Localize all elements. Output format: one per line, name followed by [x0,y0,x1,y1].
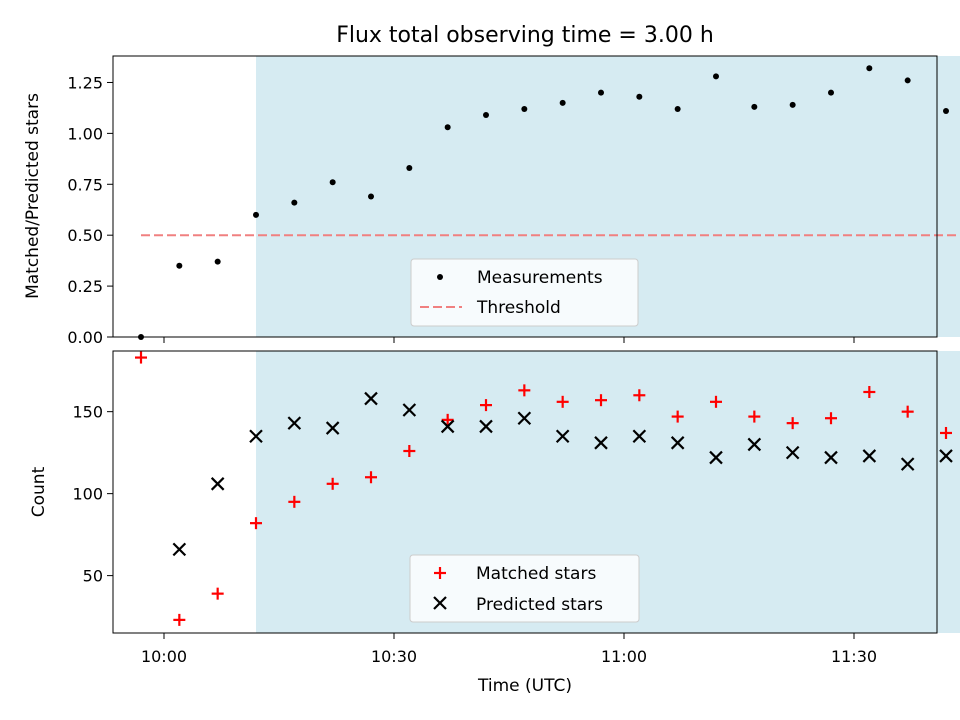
predicted-stars-point [632,429,647,444]
bottom-y-tick-label: 50 [83,567,103,586]
predicted-stars-point [862,449,877,463]
measurement-point [329,179,336,186]
measurement-point [598,89,604,96]
top-y-tick-label: 1.25 [67,73,103,92]
measurement-point [789,101,796,108]
chart-title: Flux total observing time = 3.00 h [336,23,714,48]
matched-stars-point [441,413,454,426]
predicted-stars-point [210,477,225,491]
predicted-stars-point [939,449,953,463]
predicted-stars-point [747,437,762,452]
predicted-stars-point [785,445,800,460]
top-panel: 0.00 0.25 0.50 0.75 1.00 1.25 Matched/Predict… [23,55,960,347]
matched-stars-point [671,410,684,423]
top-y-axis-label: Matched/Predicted stars [23,93,43,299]
x-tick-label: 11:00 [601,647,647,666]
matched-stars-point [863,385,876,398]
legend-marker-matched-stars [434,567,446,579]
matched-stars-point [211,587,224,600]
measurement-point [214,258,221,265]
predicted-stars-point [670,436,685,450]
matched-stars-point [403,445,416,458]
x-tick-label: 10:30 [371,647,417,666]
top-axes-frame [112,55,938,338]
predicted-stars-point [249,429,263,444]
matched-stars-point [710,395,722,408]
predicted-stars-point [900,457,915,471]
legend-marker-measurements [437,274,443,280]
predicted-stars-point [364,391,378,406]
matched-stars-point [825,412,837,425]
x-tick-label: 11:30 [831,647,877,666]
matched-stars-point [173,613,186,626]
top-y-tick-label: 0.25 [67,277,103,296]
measurement-point [368,193,374,200]
predicted-stars-point [172,542,187,557]
top-legend: Measurements Threshold [410,258,639,327]
legend-label-measurements: Measurements [477,268,603,288]
legend-label-predicted-stars: Predicted stars [476,595,603,615]
matched-stars-point [901,405,914,418]
measurement-point [943,107,949,114]
measurement-point [444,124,451,131]
top-y-tick-label: 0.75 [67,175,103,194]
predicted-stars-point [824,450,838,465]
matched-stars-point [250,517,262,530]
measurement-point [636,93,643,100]
legend-marker-predicted-stars [433,596,447,610]
x-tick-label: 10:00 [141,647,187,666]
measurement-point [904,77,911,84]
top-y-tick-label: 1.00 [67,124,103,143]
matched-stars-point [633,389,646,402]
measurement-point [483,112,489,119]
predicted-stars-point [440,419,455,434]
bottom-y-tick-label: 100 [72,485,103,504]
measurement-point [674,105,681,112]
predicted-stars-point [517,411,532,425]
matched-stars-point [518,384,531,397]
legend-label-matched-stars: Matched stars [476,564,596,584]
predicted-stars-point [709,450,723,465]
measurement-point [828,89,834,96]
measurement-point [559,99,566,106]
bottom-legend: Matched stars Predicted stars [409,554,640,623]
bottom-y-tick-label: 150 [72,403,103,422]
matched-stars-point [365,471,377,484]
matched-stars-point [135,351,147,364]
top-y-tick-label: 0.00 [67,328,103,347]
predicted-stars-point [402,403,417,417]
predicted-stars-point [325,421,340,435]
matched-stars-point [480,399,492,412]
measurement-point [253,211,259,218]
measurement-point [751,103,758,110]
predicted-stars-point [287,416,302,430]
matched-stars-point [326,477,339,490]
matched-stars-point [595,394,607,407]
measurement-point [521,105,528,112]
matched-stars-point [556,395,569,408]
measurement-point [406,164,413,171]
predicted-stars-point [555,429,570,444]
bottom-y-axis-label: Count [29,466,49,517]
bottom-axes-frame [112,350,938,634]
predicted-stars-point [594,436,608,450]
measurement-point [713,73,719,80]
matched-stars-point [940,426,952,439]
matched-stars-point [748,410,761,423]
matched-stars-point [786,417,799,430]
predicted-stars-point [479,419,493,434]
legend-label-threshold: Threshold [476,298,561,318]
x-axis-label: Time (UTC) [477,676,572,696]
measurement-point [291,199,298,206]
matched-stars-point [288,495,301,508]
measurement-point [866,65,873,72]
measurement-point [176,262,183,269]
top-y-tick-label: 0.50 [67,226,103,245]
